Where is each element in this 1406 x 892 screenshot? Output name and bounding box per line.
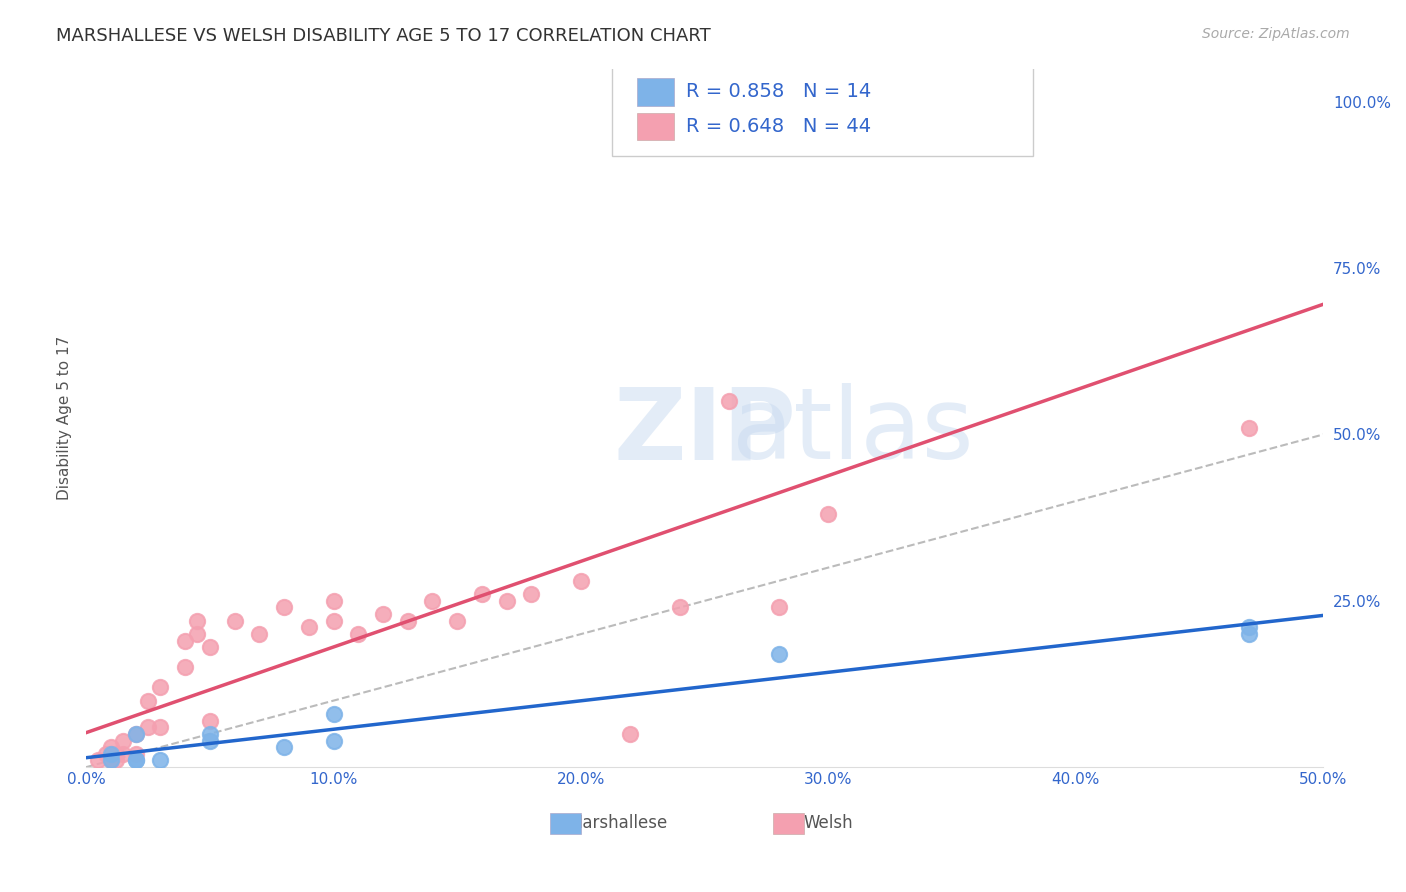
Text: R = 0.648   N = 44: R = 0.648 N = 44 bbox=[686, 117, 872, 136]
Point bbox=[768, 647, 790, 661]
Point bbox=[112, 747, 135, 761]
Point bbox=[94, 747, 117, 761]
Point bbox=[124, 747, 146, 761]
Point bbox=[174, 660, 197, 674]
Point bbox=[273, 740, 295, 755]
Point bbox=[198, 640, 221, 655]
Point bbox=[1237, 627, 1260, 641]
Point bbox=[100, 750, 122, 764]
Point bbox=[149, 754, 172, 768]
Point bbox=[100, 754, 122, 768]
Point bbox=[1237, 620, 1260, 634]
Point bbox=[718, 394, 741, 409]
Text: MARSHALLESE VS WELSH DISABILITY AGE 5 TO 17 CORRELATION CHART: MARSHALLESE VS WELSH DISABILITY AGE 5 TO… bbox=[56, 27, 711, 45]
Point bbox=[495, 594, 517, 608]
Point bbox=[322, 594, 344, 608]
Point bbox=[100, 747, 122, 761]
Point bbox=[186, 627, 208, 641]
Point bbox=[569, 574, 592, 588]
Point bbox=[322, 733, 344, 747]
Point bbox=[247, 627, 270, 641]
Point bbox=[817, 508, 839, 522]
Point bbox=[100, 740, 122, 755]
Text: Source: ZipAtlas.com: Source: ZipAtlas.com bbox=[1202, 27, 1350, 41]
Point bbox=[149, 681, 172, 695]
Point bbox=[347, 627, 370, 641]
Point bbox=[422, 594, 444, 608]
Point bbox=[224, 614, 246, 628]
Point bbox=[136, 693, 159, 707]
Text: atlas: atlas bbox=[733, 384, 974, 480]
Point bbox=[322, 614, 344, 628]
Point bbox=[371, 607, 394, 621]
Text: Marshallese: Marshallese bbox=[568, 814, 668, 832]
Point bbox=[124, 754, 146, 768]
Bar bbox=[637, 78, 673, 105]
Bar bbox=[637, 112, 673, 140]
Point bbox=[124, 727, 146, 741]
FancyBboxPatch shape bbox=[612, 62, 1032, 156]
Bar bbox=[773, 813, 804, 833]
Point bbox=[396, 614, 419, 628]
Point bbox=[322, 706, 344, 721]
Point bbox=[186, 614, 208, 628]
Text: Welsh: Welsh bbox=[804, 814, 853, 832]
Point bbox=[136, 720, 159, 734]
Point bbox=[446, 614, 468, 628]
Point bbox=[1237, 421, 1260, 435]
Text: R = 0.858   N = 14: R = 0.858 N = 14 bbox=[686, 82, 872, 101]
Point bbox=[471, 587, 494, 601]
Point bbox=[619, 727, 641, 741]
Point bbox=[112, 733, 135, 747]
Point bbox=[124, 727, 146, 741]
Point bbox=[174, 633, 197, 648]
Point bbox=[198, 714, 221, 728]
Point bbox=[198, 733, 221, 747]
Point bbox=[866, 128, 889, 142]
Y-axis label: Disability Age 5 to 17: Disability Age 5 to 17 bbox=[58, 335, 72, 500]
Bar bbox=[550, 813, 581, 833]
Point bbox=[104, 754, 127, 768]
Point bbox=[104, 747, 127, 761]
Point bbox=[298, 620, 321, 634]
Point bbox=[149, 720, 172, 734]
Point bbox=[87, 754, 110, 768]
Point bbox=[669, 600, 692, 615]
Point bbox=[124, 754, 146, 768]
Point bbox=[273, 600, 295, 615]
Point bbox=[768, 600, 790, 615]
Point bbox=[520, 587, 543, 601]
Point bbox=[100, 754, 122, 768]
Point bbox=[198, 727, 221, 741]
Text: ZIP: ZIP bbox=[613, 384, 796, 480]
Point bbox=[100, 747, 122, 761]
